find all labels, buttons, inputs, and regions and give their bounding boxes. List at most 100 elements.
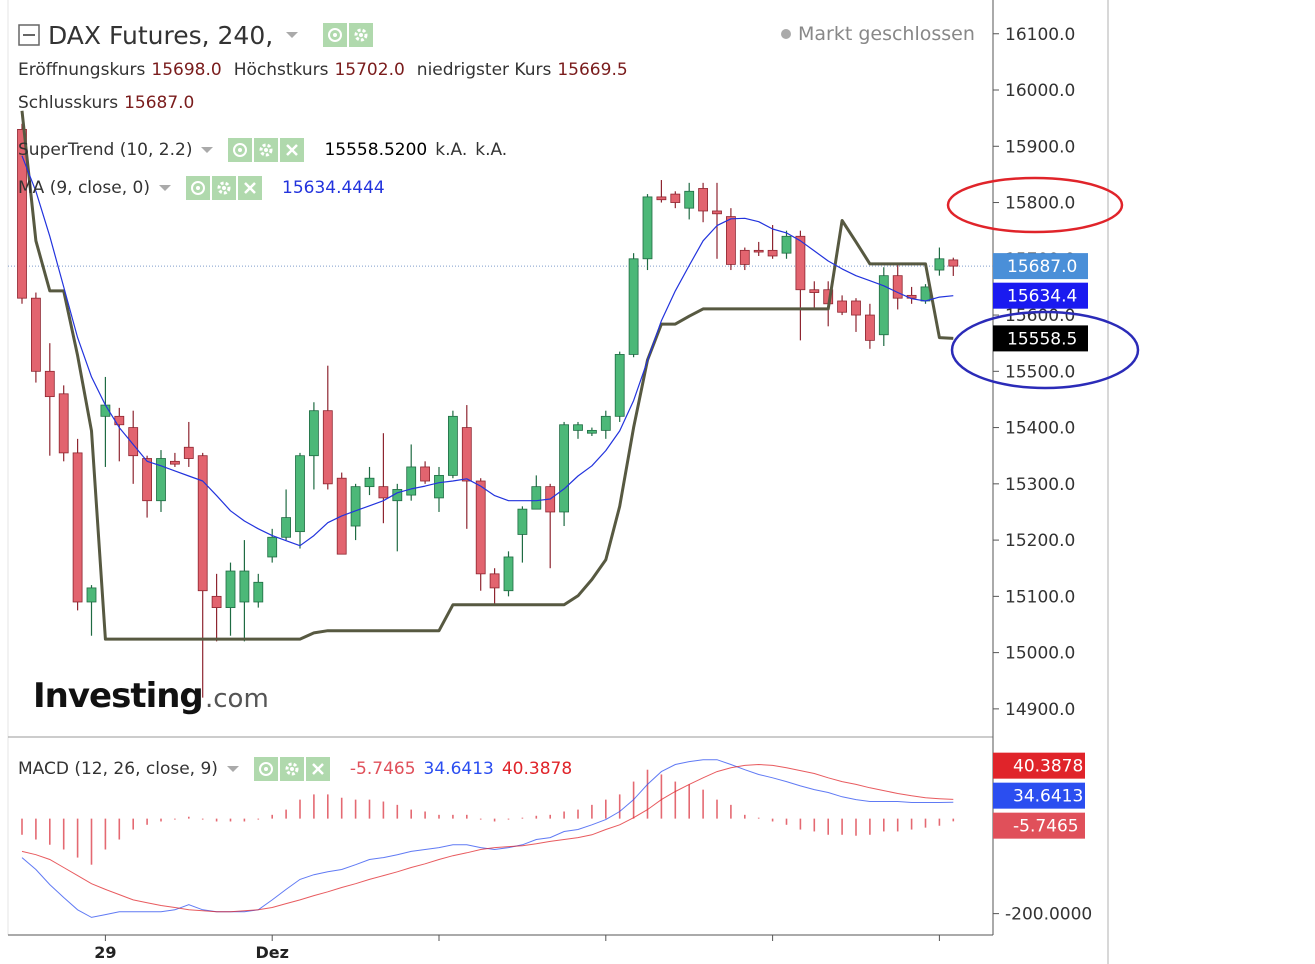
candle-body — [851, 300, 861, 316]
y-tick-label: 15800.0 — [1005, 194, 1075, 214]
indicator-value: 15558.5200 — [324, 140, 428, 160]
y-tick-label: 15300.0 — [1005, 475, 1075, 495]
dropdown-caret[interactable] — [200, 145, 214, 155]
dropdown-caret[interactable] — [285, 30, 299, 40]
supertrend-line — [20, 110, 954, 641]
x-tick-label: Dez — [255, 943, 288, 962]
icon-group — [228, 138, 306, 162]
candle-body — [712, 210, 722, 215]
candle-body — [517, 508, 528, 535]
y-tick-label: 15100.0 — [1005, 587, 1075, 607]
candle-body — [211, 595, 222, 609]
candle-body — [420, 466, 431, 482]
candle-body — [44, 370, 55, 398]
watermark-domain: .com — [205, 684, 269, 714]
visibility-toggle[interactable] — [228, 138, 253, 162]
candle-body — [573, 424, 583, 431]
signal-line — [21, 763, 954, 913]
y-tick-label: 15600.0 — [1005, 306, 1075, 326]
ohlc-name: Höchstkurs — [233, 60, 329, 80]
ohlc-value: 15702.0 — [334, 60, 405, 80]
candle-body — [267, 536, 278, 558]
price-tag-label: 15687.0 — [1007, 257, 1077, 277]
indicator-value: -5.7465 — [349, 759, 416, 779]
dropdown-caret[interactable] — [226, 764, 240, 774]
candle-body — [503, 556, 514, 592]
candle-body — [559, 424, 569, 513]
indicator-value: 34.6413 — [423, 759, 494, 779]
candle-body — [628, 258, 639, 355]
candle-body — [726, 216, 736, 265]
y-tick-label: 15500.0 — [1005, 362, 1075, 382]
visibility-toggle[interactable] — [186, 176, 210, 200]
chart-header: DAX Futures, 240, — [18, 16, 385, 54]
candle-body — [670, 193, 681, 203]
remove-button[interactable] — [305, 757, 330, 781]
indicator-name: SuperTrend (10, 2.2) — [18, 140, 193, 160]
y-tick-label: 16100.0 — [1005, 25, 1075, 45]
candle-body — [86, 587, 97, 603]
indicator-value: 15634.4444 — [282, 178, 385, 198]
y-tick-label: 14900.0 — [1005, 700, 1075, 720]
annotation-ellipse-red — [946, 176, 1124, 234]
value-tag-label: 34.6413 — [1013, 787, 1083, 807]
settings-button[interactable] — [279, 757, 304, 781]
marks-layer: 16100.016000.015900.015800.015700.015600… — [8, 25, 1092, 962]
y-tick-label: 15400.0 — [1005, 419, 1075, 439]
indicator-value: k.A. — [475, 140, 508, 160]
visibility-toggle[interactable] — [253, 757, 278, 781]
price-tag — [993, 325, 1088, 352]
candle-body — [587, 429, 597, 434]
collapse-button[interactable] — [18, 24, 40, 46]
macd-line — [21, 759, 954, 918]
ma-legend: MA (9, close, 0) 15634.4444 — [18, 175, 385, 201]
price-tag-label: 15634.4 — [1007, 287, 1077, 307]
visibility-toggle[interactable] — [323, 23, 348, 47]
dropdown-caret[interactable] — [158, 183, 172, 193]
candle-body — [239, 570, 250, 603]
candle-body — [698, 188, 708, 212]
candle-body — [183, 446, 194, 459]
ohlc-name: Eröffnungskurs — [18, 60, 146, 80]
x-tick-label: 29 — [94, 943, 116, 962]
price-tag — [993, 282, 1088, 309]
ohlc-value: 15698.0 — [151, 60, 222, 80]
settings-button[interactable] — [349, 23, 374, 47]
candle-body — [30, 297, 41, 372]
y-tick-label: 15000.0 — [1005, 644, 1075, 664]
status-text: Markt geschlossen — [798, 23, 975, 45]
candle-body — [684, 190, 695, 209]
candle-body — [600, 415, 611, 431]
macd-legend: MACD (12, 26, close, 9) -5.7465 34.6413 … — [18, 756, 572, 782]
settings-button[interactable] — [212, 176, 236, 200]
candle-body — [406, 466, 417, 496]
value-tag-label: 40.3878 — [1013, 757, 1083, 777]
candle-body — [614, 354, 625, 417]
ohlc-value: 15687.0 — [124, 93, 195, 113]
candle-body — [197, 455, 208, 592]
price-tag-label: 15558.5 — [1007, 329, 1077, 349]
candle-body — [225, 570, 236, 609]
chart-title: DAX Futures, 240, — [48, 20, 274, 50]
ohlc-item: Eröffnungskurs 15698.0 — [18, 60, 222, 80]
candle-body — [642, 196, 653, 260]
candle-body — [308, 410, 319, 457]
candle-body — [253, 581, 264, 603]
candle-body — [447, 415, 458, 476]
ohlc-legend: Eröffnungskurs 15698.0 Höchstkurs 15702.0 ni… — [18, 60, 758, 113]
icon-group — [186, 176, 264, 200]
status-dot — [781, 29, 791, 39]
indicator-name: MACD (12, 26, close, 9) — [18, 759, 218, 779]
settings-button[interactable] — [254, 138, 279, 162]
candle-body — [878, 275, 889, 336]
watermark-brand: Investing — [33, 676, 203, 716]
remove-button[interactable] — [238, 176, 262, 200]
y-tick-label: 15200.0 — [1005, 531, 1075, 551]
candle-body — [767, 249, 778, 257]
value-tag — [993, 752, 1085, 779]
y-tick-label: 16000.0 — [1005, 81, 1075, 101]
indicator-value: 40.3878 — [501, 759, 573, 779]
remove-button[interactable] — [280, 138, 305, 162]
candle-body — [364, 477, 375, 488]
